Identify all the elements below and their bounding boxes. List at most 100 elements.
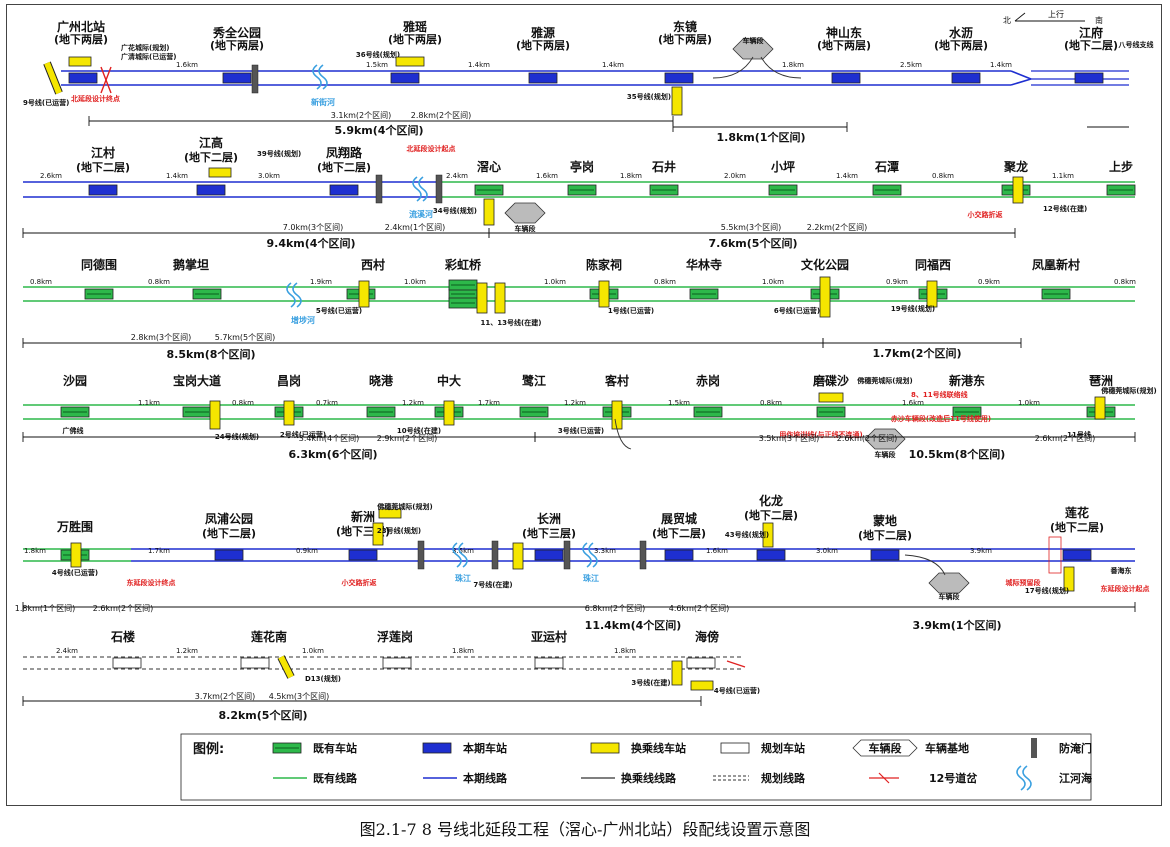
depot-label: 车辆段 xyxy=(939,592,960,601)
station-box xyxy=(768,184,798,196)
section-distance: 0.9km xyxy=(296,547,318,555)
legend-label: 换乘线线路 xyxy=(621,771,677,785)
station-box xyxy=(567,184,597,196)
dimension-big: 1.8km(1个区间) xyxy=(717,130,806,144)
station-name: 莲花 xyxy=(1065,505,1089,520)
station-name: 新港东 xyxy=(949,373,985,388)
dimension-small: 3.5km(3个区间) xyxy=(759,434,819,443)
station-name: 石潭 xyxy=(874,159,899,174)
depot-access-track xyxy=(712,56,802,79)
dimension-small: 2.6km(2个区间) xyxy=(93,604,153,613)
intercity-station-box xyxy=(68,56,92,67)
transfer-station-39 xyxy=(208,167,232,178)
transfer-line-station xyxy=(358,280,370,308)
station-box xyxy=(222,72,252,84)
transfer-line-station xyxy=(671,86,683,116)
reserve-box xyxy=(1048,536,1062,574)
station-box xyxy=(192,288,222,300)
transfer-line-station xyxy=(476,282,488,314)
station-box-body xyxy=(422,742,452,754)
legend-depot-label: 车辆段 xyxy=(869,741,902,755)
section-distance: 0.7km xyxy=(316,399,338,407)
river-icon xyxy=(452,542,468,568)
direction-arrow-head xyxy=(1014,12,1026,22)
station-box xyxy=(686,657,716,669)
section-distance: 0.9km xyxy=(978,278,1000,286)
dimension-small: 1.8km(1个区间) xyxy=(15,604,75,613)
station-box-body xyxy=(1062,549,1092,561)
station-name: 上步 xyxy=(1109,159,1133,174)
station-name: 赤岗 xyxy=(696,373,720,388)
section-distance: 1.0km xyxy=(762,278,784,286)
short-turn-note: 小交路折返 xyxy=(341,578,377,587)
station-name: 沙园 xyxy=(63,374,87,388)
dimension-big: 7.6km(5个区间) xyxy=(709,236,798,250)
station-name: 秀全公园 xyxy=(212,25,261,40)
legend-label: 本期车站 xyxy=(463,741,507,755)
station-name: 化龙 xyxy=(759,493,783,508)
interchange-note: 3号线(已运营) xyxy=(558,426,604,435)
dimension-big: 11.4km(4个区间) xyxy=(585,618,682,632)
station-box xyxy=(382,657,412,669)
station-box xyxy=(1106,184,1136,196)
station-box-body xyxy=(1074,72,1104,84)
station-name: 新洲 xyxy=(351,509,375,524)
dimension-small: 2.2km(2个区间) xyxy=(807,223,867,232)
station-box xyxy=(756,549,786,561)
station-box xyxy=(1074,72,1104,84)
station-name: 滘心 xyxy=(477,160,501,174)
section-distance: 1.4km xyxy=(602,61,624,69)
station-box xyxy=(664,72,694,84)
short-turn-note: 小交路折返 xyxy=(967,210,1003,219)
station-box xyxy=(112,657,142,669)
interchange-note: 11、13号线(在建) xyxy=(481,318,542,327)
station-name: 中大 xyxy=(437,373,461,388)
station-name: 蒙地 xyxy=(873,513,897,528)
interchange-note: 9号线(已运营) xyxy=(23,98,69,107)
section-distance: 1.0km xyxy=(544,278,566,286)
station-box-body xyxy=(756,549,786,561)
flood-gate-icon xyxy=(375,174,383,204)
section-distance: 1.0km xyxy=(1018,399,1040,407)
section-distance: 0.9km xyxy=(886,278,908,286)
intercity-reserve-note: 城际预留段 xyxy=(1006,578,1041,587)
station-box-body xyxy=(590,742,620,754)
design-startpoint-note: 东延段设计起点 xyxy=(1101,584,1150,593)
interchange-note: D13(规划) xyxy=(305,674,341,683)
station-name: 雅源 xyxy=(530,25,555,40)
section-distance: 1.4km xyxy=(990,61,1012,69)
station-name: 海傍 xyxy=(695,629,719,644)
dimension-small: 7.0km(3个区间) xyxy=(283,223,343,232)
station-name: 展贸城 xyxy=(661,511,697,526)
station-sublabel: (地下两层) xyxy=(210,38,264,52)
transfer-line-station xyxy=(443,400,455,426)
station-name: 江府 xyxy=(1079,25,1103,40)
transfer-line-station xyxy=(1012,176,1024,204)
river-name: 新街河 xyxy=(311,97,335,107)
station-name: 亭岗 xyxy=(570,159,594,174)
station-box-body xyxy=(196,184,226,196)
transfer-line-station xyxy=(926,280,938,308)
river-name: 珠江 xyxy=(455,573,471,583)
section-distance: 1.6km xyxy=(176,61,198,69)
section-distance: 1.2km xyxy=(176,647,198,655)
station-sublabel: (地下二层) xyxy=(1064,38,1118,52)
interchange-note: 17号线(规划) xyxy=(1025,586,1069,595)
station-sublabel: (地下二层) xyxy=(184,150,238,164)
transfer-station-4 xyxy=(690,680,714,691)
design-startpoint-note: 北延段设计起点 xyxy=(407,144,456,153)
interchange-note: 广佛线 xyxy=(63,426,84,435)
station-box-body xyxy=(870,549,900,561)
interchange-note: 广花城际(规划) xyxy=(121,43,169,52)
section-distance: 1.2km xyxy=(564,399,586,407)
section-distance: 1.8km xyxy=(24,547,46,555)
section-distance: 1.5km xyxy=(668,399,690,407)
dimension-small: 4.6km(2个区间) xyxy=(669,604,729,613)
station-sublabel: (地下二层) xyxy=(858,528,912,542)
station-box-body xyxy=(240,657,270,669)
interchange-note: 5号线(已运营) xyxy=(316,306,362,315)
station-box xyxy=(528,72,558,84)
station-box-body xyxy=(534,549,564,561)
section-distance: 3.5km xyxy=(452,547,474,555)
station-box-body xyxy=(112,657,142,669)
